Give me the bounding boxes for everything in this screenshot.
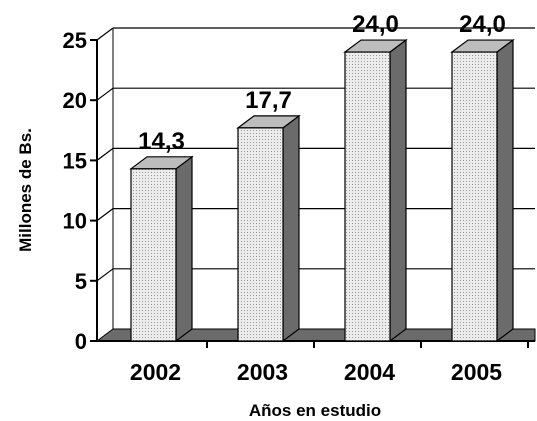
y-tick-label: 0	[75, 329, 87, 354]
gridline-depth	[96, 208, 114, 222]
bar-2004	[343, 38, 408, 343]
x-tick-label: 2004	[344, 359, 395, 385]
gridline-depth	[96, 87, 114, 101]
bar-2005	[450, 38, 515, 343]
x-tick-label: 2005	[451, 359, 502, 385]
gridline-depth	[96, 268, 114, 282]
y-tick-label: 20	[63, 88, 87, 113]
gridline-depth	[96, 27, 114, 41]
labels: 14,3 2002 17,7 2003 24,0 2004 24,0 2005	[130, 11, 506, 385]
bar-front	[344, 51, 391, 342]
bar-side	[389, 38, 407, 343]
bars	[129, 38, 515, 343]
y-tick-label: 10	[63, 209, 87, 234]
axes: 0 5 10 15 20 25	[63, 28, 535, 354]
bar-front	[451, 51, 498, 342]
gridline-depth	[96, 147, 114, 161]
bar-front	[237, 127, 284, 342]
y-tick-label: 5	[75, 269, 87, 294]
bar-side	[496, 38, 514, 343]
x-tick-label: 2003	[237, 359, 288, 385]
bar-front	[130, 168, 177, 342]
bar-side	[282, 114, 300, 343]
x-tick-label: 2002	[130, 359, 181, 385]
data-label: 17,7	[245, 87, 292, 114]
data-label: 24,0	[352, 11, 399, 38]
y-tick-label: 25	[63, 28, 87, 53]
data-label: 14,3	[138, 128, 185, 155]
bar-2002	[129, 155, 194, 343]
bar-side	[175, 155, 193, 343]
x-axis-label: Años en estudio	[249, 401, 381, 420]
data-label: 24,0	[459, 11, 506, 38]
bar-2003	[236, 114, 301, 343]
y-tick-label: 15	[63, 148, 87, 173]
y-axis-label: Millones de Bs.	[16, 128, 35, 252]
